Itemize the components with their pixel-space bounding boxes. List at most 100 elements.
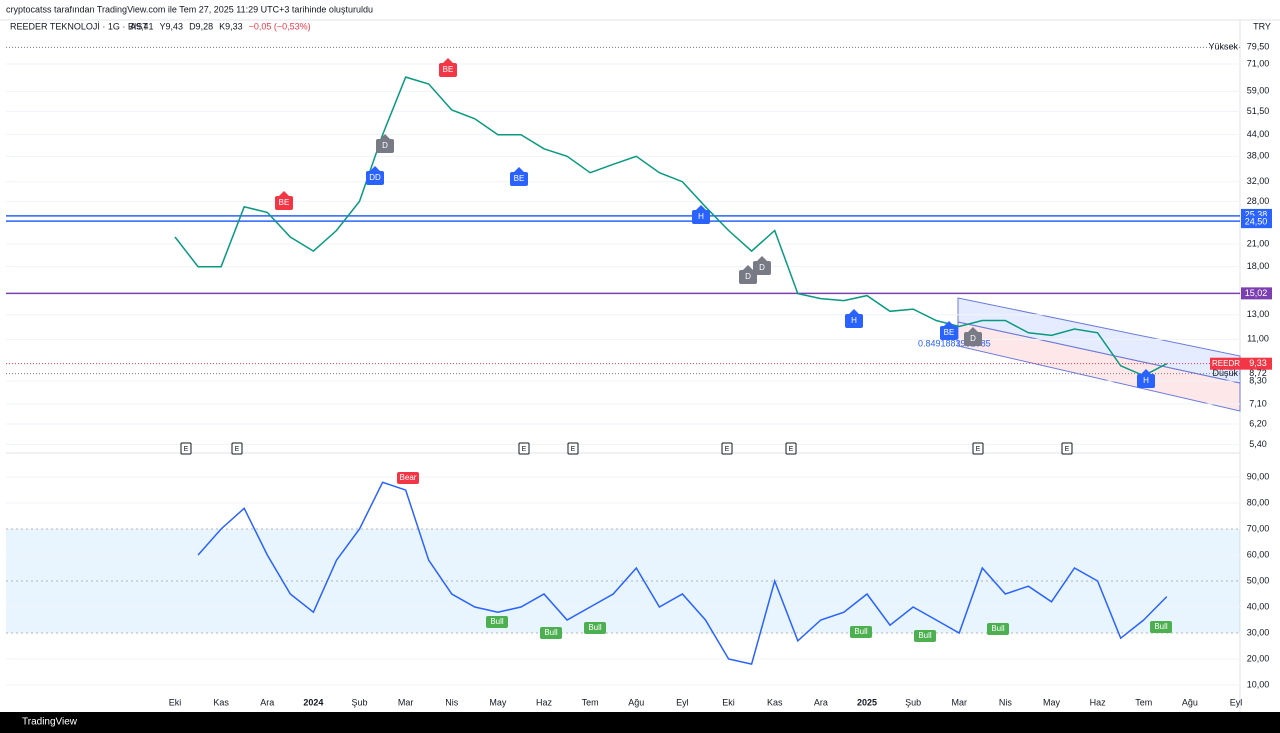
signal-bg — [486, 616, 508, 628]
event-label: E — [571, 446, 576, 453]
marker-tip — [279, 191, 289, 196]
low-label: 8,72 — [1249, 368, 1267, 378]
marker-label: D — [382, 141, 388, 150]
ohlc-value: K9,33 — [219, 21, 243, 31]
signal-label: Bull — [544, 628, 558, 637]
last-name: REEDR — [1212, 359, 1240, 368]
x-tick-label: Şub — [905, 697, 921, 707]
y-tick-label: 40,00 — [1247, 601, 1270, 611]
marker-label: D — [970, 334, 976, 343]
x-tick-label: Eki — [722, 697, 735, 707]
attribution: cryptocatss tarafından TradingView.com i… — [6, 4, 373, 14]
marker-tip — [443, 58, 453, 63]
ohlc-value: −0,05 (−0,53%) — [249, 21, 311, 31]
signal-bg — [1150, 621, 1172, 633]
x-tick-label: Nis — [999, 697, 1012, 707]
marker-bg — [439, 63, 457, 77]
marker-bg — [940, 326, 958, 340]
y-tick-label: 71,00 — [1247, 58, 1270, 68]
ohlc-value: A9,41 — [130, 21, 154, 31]
y-tick-label: 11,00 — [1247, 334, 1269, 344]
level-label-bg — [1241, 287, 1272, 300]
y-tick-label: 6,20 — [1249, 418, 1267, 428]
x-tick-label: Kas — [767, 697, 783, 707]
signal-bg — [914, 630, 936, 642]
x-tick-label: 2024 — [303, 697, 323, 707]
marker-tip — [514, 167, 524, 172]
signal-label: Bear — [400, 473, 417, 482]
last-label: 9,33 — [1249, 358, 1267, 368]
marker-bg — [753, 261, 771, 275]
signal-label: Bull — [490, 617, 504, 626]
event-label: E — [522, 446, 527, 453]
event-box — [518, 442, 530, 455]
marker-label: H — [698, 212, 704, 221]
marker-label: BE — [279, 198, 290, 207]
marker-bg — [366, 171, 384, 185]
x-tick-label: Şub — [352, 697, 368, 707]
x-tick-label: Haz — [1090, 697, 1107, 707]
y-tick-label: 50,00 — [1247, 575, 1270, 585]
event-box — [785, 442, 797, 455]
marker-tip — [757, 256, 767, 261]
high-label: 79,50 — [1247, 42, 1270, 52]
marker-bg — [376, 139, 394, 153]
marker-bg — [1137, 374, 1155, 388]
x-tick-label: Nis — [445, 697, 458, 707]
x-tick-label: Ağu — [628, 697, 644, 707]
marker-label: BE — [514, 174, 525, 183]
x-tick-label: Tem — [582, 697, 599, 707]
signal-bg — [397, 472, 419, 484]
x-tick-label: Ara — [814, 697, 828, 707]
x-tick-label: Kas — [213, 697, 229, 707]
y-tick-label: 13,00 — [1247, 309, 1270, 319]
x-tick-label: Haz — [536, 697, 553, 707]
marker-label: DD — [369, 173, 381, 182]
y-tick-label: 30,00 — [1247, 627, 1270, 637]
signal-label: Bull — [588, 623, 602, 632]
low-name: Düşük — [1212, 368, 1238, 378]
marker-bg — [510, 172, 528, 186]
marker-bg — [692, 210, 710, 224]
marker-label: H — [1143, 376, 1149, 385]
event-box — [180, 442, 192, 455]
marker-label: BE — [944, 328, 955, 337]
event-box — [1061, 442, 1073, 455]
event-label: E — [184, 446, 189, 453]
y-tick-label: 10,00 — [1247, 679, 1270, 689]
y-tick-label: 8,30 — [1249, 375, 1267, 385]
marker-tip — [380, 134, 390, 139]
marker-bg — [275, 196, 293, 210]
last-bg — [1210, 357, 1272, 370]
marker-tip — [849, 309, 859, 314]
x-tick-label: Eyl — [676, 697, 689, 707]
event-label: E — [235, 446, 240, 453]
x-tick-label: Mar — [951, 697, 967, 707]
marker-tip — [944, 321, 954, 326]
y-tick-label: 21,00 — [1247, 238, 1270, 248]
marker-tip — [696, 205, 706, 210]
event-box — [231, 442, 243, 455]
marker-tip — [1141, 369, 1151, 374]
marker-bg — [964, 332, 982, 346]
x-tick-label: 2025 — [857, 697, 877, 707]
marker-tip — [370, 166, 380, 171]
marker-tip — [743, 265, 753, 270]
high-name: Yüksek — [1208, 42, 1238, 52]
marker-bg — [845, 314, 863, 328]
x-tick-label: Ağu — [1182, 697, 1198, 707]
marker-label: D — [759, 263, 765, 272]
series-line — [174, 76, 1168, 377]
level-label: 24,50 — [1245, 217, 1268, 227]
x-tick-label: Eki — [169, 697, 182, 707]
ohlc-value: Y9,43 — [160, 21, 184, 31]
x-tick-label: Mar — [398, 697, 414, 707]
currency: TRY — [1253, 21, 1271, 31]
event-box — [567, 442, 579, 455]
y-tick-label: 20,00 — [1247, 653, 1270, 663]
x-tick-label: Ara — [260, 697, 274, 707]
event-box — [972, 442, 984, 455]
signal-label: Bull — [918, 631, 932, 640]
